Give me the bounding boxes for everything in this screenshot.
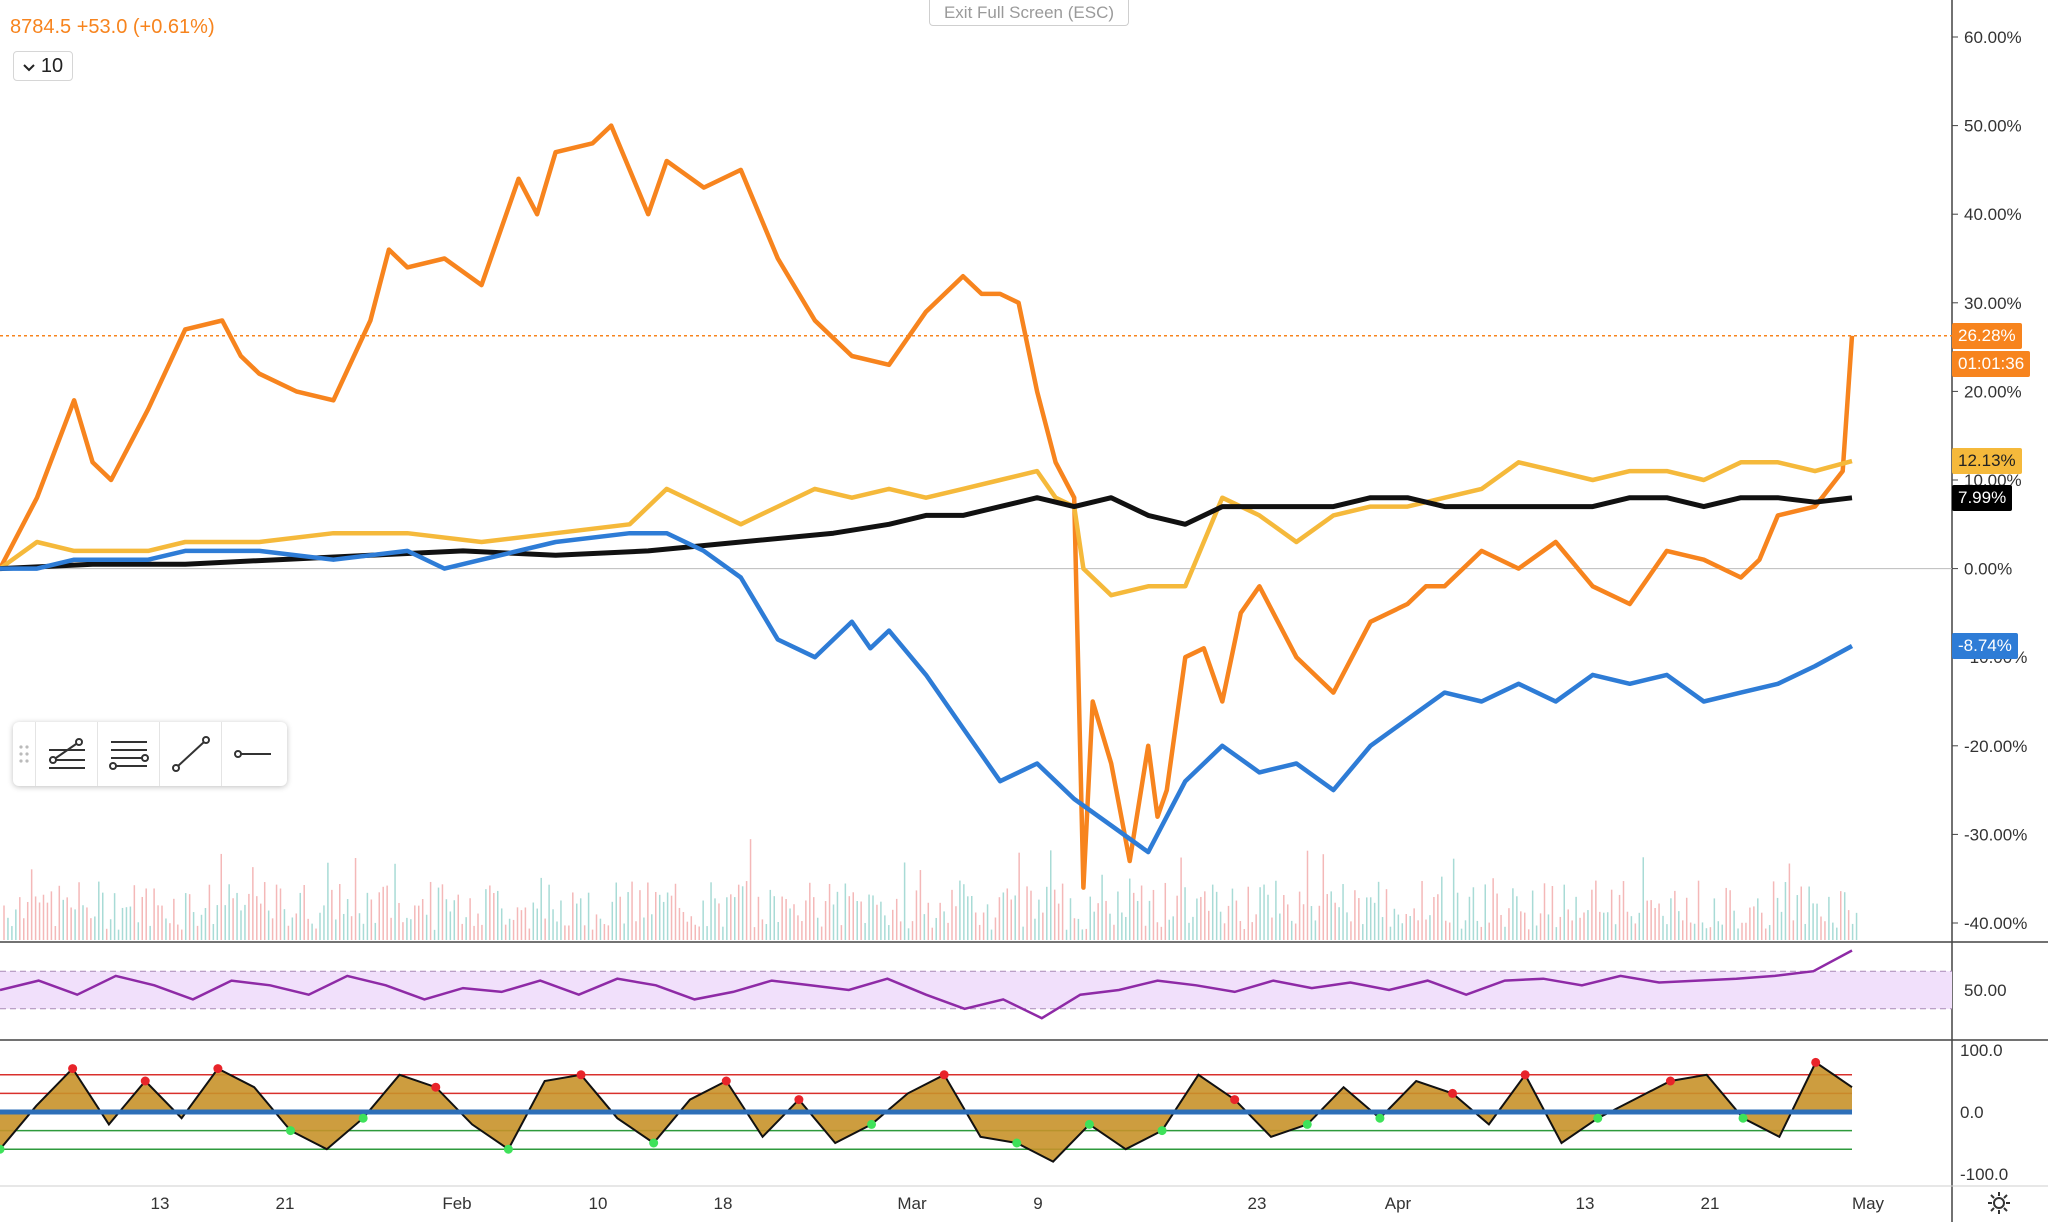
oscillator-marker — [794, 1095, 804, 1105]
oscillator-tick-label: 0.0 — [1960, 1103, 1984, 1122]
y-tick-label: -20.00% — [1964, 737, 2027, 756]
price-tag-yellow: 12.13% — [1952, 448, 2022, 474]
y-tick-label: 30.00% — [1964, 294, 2022, 313]
oscillator-marker — [140, 1076, 150, 1086]
fib-retracement-icon[interactable] — [35, 722, 97, 786]
y-tick-label: 50.00% — [1964, 117, 2022, 136]
series-orange-line — [0, 123, 1855, 890]
price-change: +53.0 (+0.61%) — [76, 16, 215, 38]
symbol-quote: 8784.5 +53.0 (+0.61%) — [10, 16, 215, 39]
y-tick-label: -30.00% — [1964, 825, 2027, 844]
interval-selector[interactable]: 10 — [13, 51, 73, 81]
oscillator-marker — [358, 1113, 368, 1123]
oscillator-marker — [213, 1064, 223, 1074]
oscillator-tick-label: 100.0 — [1960, 1041, 2003, 1060]
x-tick-label: 23 — [1248, 1194, 1267, 1213]
series-blue-line — [0, 530, 1854, 855]
oscillator-marker — [1593, 1113, 1603, 1123]
series-black-line — [0, 495, 1853, 572]
oscillator-marker — [1012, 1138, 1022, 1148]
x-tick-label: Feb — [442, 1194, 471, 1213]
oscillator-marker — [68, 1064, 78, 1074]
oscillator-marker — [721, 1076, 731, 1086]
oscillator-marker — [1665, 1076, 1675, 1086]
x-tick-label: 13 — [151, 1194, 170, 1213]
drag-handle-icon[interactable] — [13, 722, 35, 786]
oscillator-marker — [1811, 1057, 1821, 1067]
oscillator-marker — [1738, 1113, 1748, 1123]
countdown-tag: 01:01:36 — [1952, 351, 2031, 377]
oscillator-tick-label: -100.0 — [1960, 1165, 2008, 1184]
x-tick-label: 13 — [1576, 1194, 1595, 1213]
price-tag-orange: 26.28% — [1952, 323, 2022, 349]
oscillator-marker — [286, 1126, 296, 1136]
oscillator-marker — [867, 1119, 877, 1129]
x-tick-label: 10 — [589, 1194, 608, 1213]
rsi-line — [0, 949, 1853, 1020]
price-tag-blue: -8.74% — [1952, 633, 2018, 659]
y-tick-label: 60.00% — [1964, 28, 2022, 47]
y-tick-label: 20.00% — [1964, 382, 2022, 401]
y-tick-label: -40.00% — [1964, 914, 2027, 933]
oscillator-marker — [503, 1144, 513, 1154]
drawing-toolbar — [13, 722, 287, 786]
x-tick-label: 18 — [714, 1194, 733, 1213]
exit-fullscreen-button[interactable]: Exit Full Screen (ESC) — [929, 0, 1129, 26]
oscillator-marker — [939, 1070, 949, 1080]
oscillator-marker — [1448, 1088, 1458, 1098]
x-tick-label: Apr — [1385, 1194, 1412, 1213]
oscillator-marker — [1084, 1119, 1094, 1129]
last-price: 8784.5 — [10, 16, 72, 38]
oscillator-marker — [431, 1082, 441, 1092]
gear-icon[interactable] — [1986, 1190, 2012, 1221]
y-tick-label: 40.00% — [1964, 205, 2022, 224]
series-yellow-line — [0, 458, 1853, 598]
horizontal-ray-icon[interactable] — [221, 722, 283, 786]
oscillator-marker — [1230, 1095, 1240, 1105]
oscillator-marker — [0, 1144, 5, 1154]
rsi-tick-label: 50.00 — [1964, 981, 2007, 1000]
oscillator-marker — [1157, 1126, 1167, 1136]
oscillator-marker — [1375, 1113, 1385, 1123]
interval-label: 10 — [40, 54, 64, 77]
x-tick-label: 21 — [276, 1194, 295, 1213]
price-tag-black: 7.99% — [1952, 485, 2013, 511]
x-tick-label: May — [1852, 1194, 1885, 1213]
oscillator-marker — [1520, 1070, 1530, 1080]
oscillator-marker — [1302, 1119, 1312, 1129]
parallel-channel-icon[interactable] — [97, 722, 159, 786]
oscillator-marker — [649, 1138, 659, 1148]
x-tick-label: 9 — [1033, 1194, 1042, 1213]
y-tick-label: 0.00% — [1964, 560, 2012, 579]
x-tick-label: Mar — [897, 1194, 927, 1213]
trend-line-icon[interactable] — [159, 722, 221, 786]
chevron-down-icon — [23, 55, 35, 78]
x-tick-label: 21 — [1701, 1194, 1720, 1213]
oscillator-line — [0, 1060, 1853, 1163]
oscillator-marker — [576, 1070, 586, 1080]
